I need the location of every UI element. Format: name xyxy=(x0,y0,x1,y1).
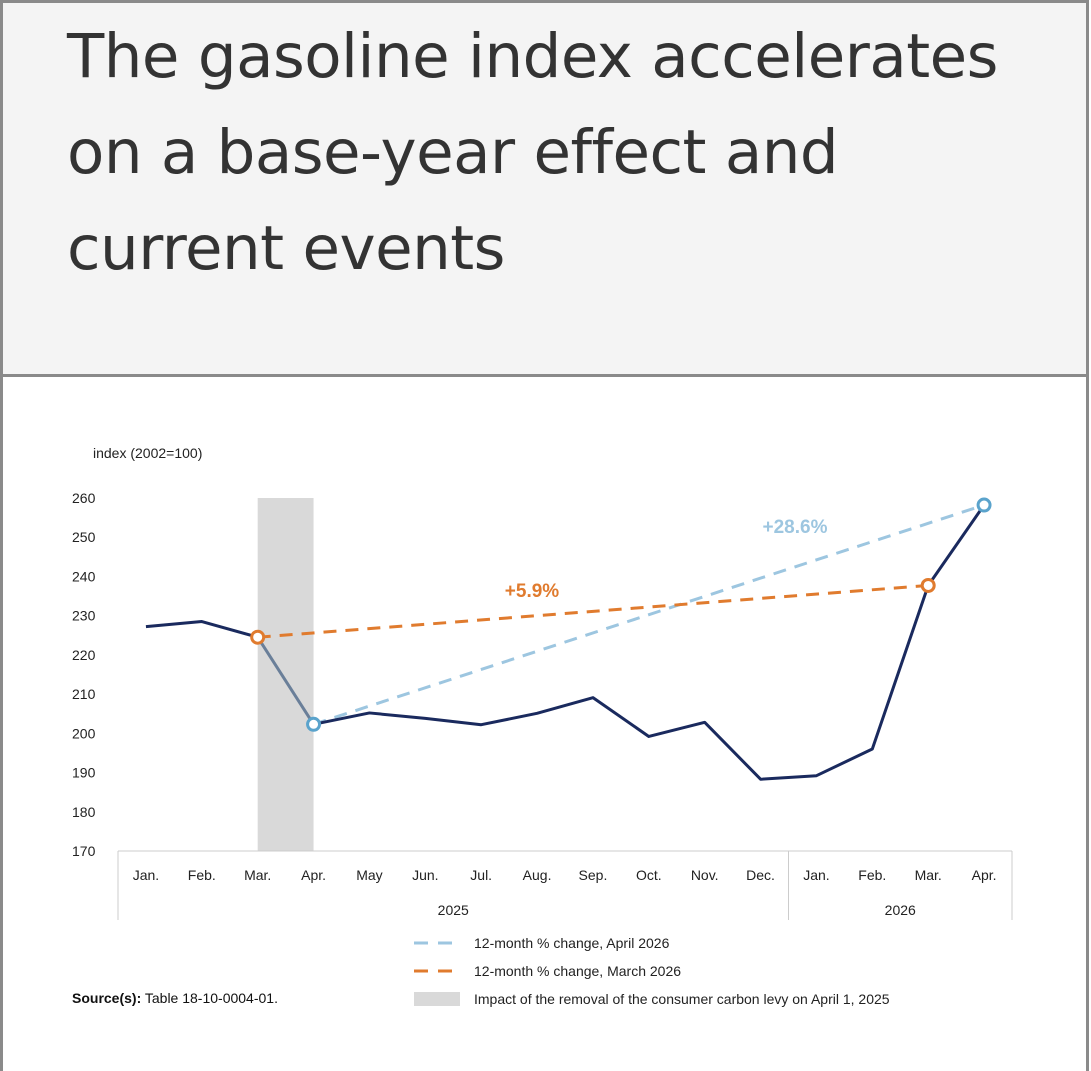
y-tick-label: 220 xyxy=(72,647,96,663)
index-line xyxy=(313,504,986,781)
change-endpoint-marker xyxy=(306,716,322,732)
year-label: 2026 xyxy=(885,902,916,918)
x-tick-label: Mar. xyxy=(244,867,271,883)
y-tick-label: 170 xyxy=(72,843,96,859)
x-tick-label: Nov. xyxy=(691,867,719,883)
source-text: Table 18-10-0004-01. xyxy=(141,990,278,1006)
x-tick-label: Jul. xyxy=(470,867,492,883)
y-tick-label: 190 xyxy=(72,765,96,781)
x-tick-label: Jan. xyxy=(133,867,159,883)
legend-label: 12-month % change, March 2026 xyxy=(474,963,681,979)
title-panel: The gasoline index accelerates on a base… xyxy=(0,0,1089,377)
chart-panel xyxy=(0,374,1089,1071)
x-tick-label: Jan. xyxy=(803,867,829,883)
y-tick-label: 240 xyxy=(72,568,96,584)
march-change-dashed-line xyxy=(257,583,929,639)
y-tick-label: 260 xyxy=(72,490,96,506)
change-endpoint-marker xyxy=(250,629,266,645)
april-change-label: +28.6% xyxy=(763,517,828,538)
y-tick-label: 230 xyxy=(72,608,96,624)
x-tick-label: Aug. xyxy=(523,867,552,883)
y-tick-label: 250 xyxy=(72,529,96,545)
x-tick-label: Feb. xyxy=(858,867,886,883)
legend-label: Impact of the removal of the consumer ca… xyxy=(474,991,890,1007)
april-change-dashed-line xyxy=(313,503,985,726)
x-tick-label: Dec. xyxy=(746,867,775,883)
march-change-label: +5.9% xyxy=(505,581,560,602)
source-label: Source(s): xyxy=(72,990,142,1006)
legend-levy-swatch xyxy=(414,992,460,1006)
y-tick-label: 180 xyxy=(72,804,96,820)
x-tick-label: Apr. xyxy=(972,867,997,883)
y-axis-label: index (2002=100) xyxy=(93,445,202,461)
source-note: Source(s): Table 18-10-0004-01. xyxy=(72,990,278,1006)
y-tick-label: 200 xyxy=(72,725,96,741)
y-tick-label: 210 xyxy=(72,686,96,702)
index-line-pre-levy xyxy=(145,620,259,639)
legend-label: 12-month % change, April 2026 xyxy=(474,935,670,951)
chart-title: The gasoline index accelerates on a base… xyxy=(67,21,998,284)
x-tick-label: Mar. xyxy=(915,867,942,883)
change-endpoint-marker xyxy=(920,577,936,593)
x-tick-label: Jun. xyxy=(412,867,438,883)
x-tick-label: Feb. xyxy=(188,867,216,883)
x-tick-label: Apr. xyxy=(301,867,326,883)
carbon-levy-band xyxy=(257,498,314,851)
x-tick-label: Sep. xyxy=(579,867,608,883)
x-tick-label: May xyxy=(356,867,382,883)
x-tick-label: Oct. xyxy=(636,867,662,883)
year-label: 2025 xyxy=(438,902,469,918)
levy-segment-line xyxy=(256,636,315,726)
change-endpoint-marker xyxy=(976,497,992,513)
